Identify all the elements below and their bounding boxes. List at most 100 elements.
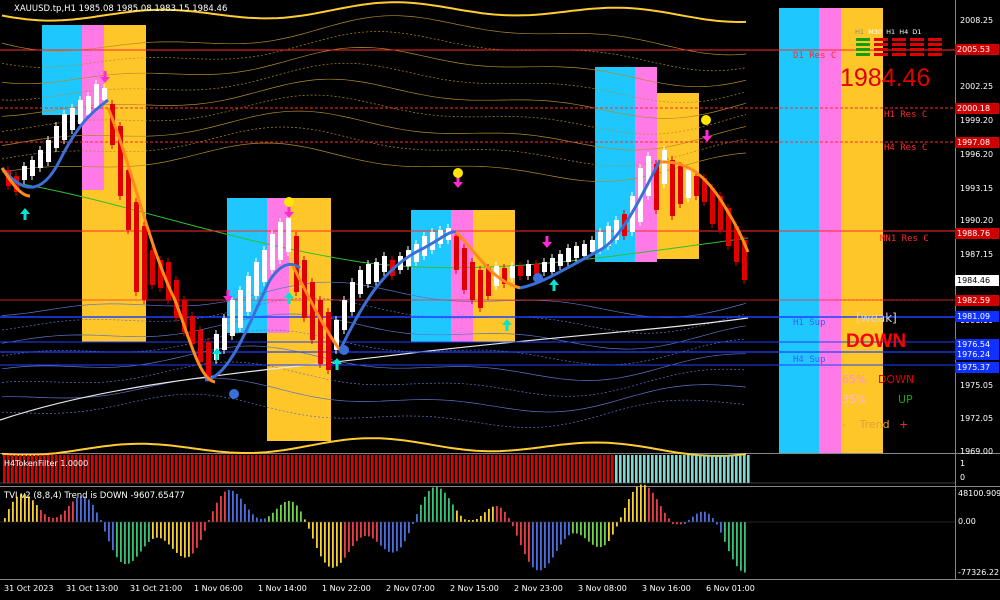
tvi-bar [180, 522, 182, 557]
tvi-bar [540, 522, 542, 571]
tvi-bar [620, 517, 622, 522]
filter-bar [159, 455, 162, 483]
price-tag: 1988.76 [955, 228, 999, 239]
tvi-bar [280, 504, 282, 522]
filter-bar [355, 455, 358, 483]
panel-separator [0, 453, 1000, 454]
filter-bar [167, 455, 170, 483]
tvi-bar [292, 501, 294, 522]
filter-bar [247, 455, 250, 483]
filter-bar [315, 455, 318, 483]
tvi-bar [192, 522, 194, 554]
filter-bar [707, 455, 710, 483]
candle-body [246, 276, 251, 312]
candle-body [606, 226, 611, 246]
tvi-bar [456, 510, 458, 522]
tvi-bar [208, 520, 210, 522]
price-scale-label: 1996.20 [960, 150, 994, 159]
candle-body [518, 266, 523, 276]
filter-bar [323, 455, 326, 483]
tvi-bar [416, 514, 418, 522]
tvi-bar [700, 511, 702, 522]
tvi-bar [680, 522, 682, 525]
filter-bar [511, 455, 514, 483]
filter-bar [71, 455, 74, 483]
filter-bar [23, 455, 26, 483]
tf-signal-bar [910, 53, 924, 56]
candle-body [254, 262, 259, 296]
filter-bar [539, 455, 542, 483]
filter-bar [499, 455, 502, 483]
level-mn1-res: MN1 Res C [880, 234, 929, 244]
tvi-bar [396, 522, 398, 552]
filter-bar [215, 455, 218, 483]
filter-bar [35, 455, 38, 483]
time-axis-label: 1 Nov 22:00 [322, 584, 371, 593]
filter-bar [667, 455, 670, 483]
tvi-bar [268, 516, 270, 522]
candle-body [126, 170, 131, 230]
tvi-bar [8, 509, 10, 522]
tvi-bar [428, 490, 430, 522]
tvi-bar [552, 522, 554, 558]
tvi-bar [360, 522, 362, 538]
filter-bar [647, 455, 650, 483]
price-tag: 2005.53 [955, 44, 999, 55]
sell-arrow-icon [702, 130, 712, 142]
tvi-bar [568, 522, 570, 536]
time-axis-label: 2 Nov 07:00 [386, 584, 435, 593]
envelope-line [1, 377, 747, 413]
price-scale-label: 1999.20 [960, 116, 994, 125]
filter-bar [387, 455, 390, 483]
tvi-bar [188, 522, 190, 557]
down-label: DOWN [877, 373, 915, 386]
level-d1-res: D1 Res C [793, 51, 837, 61]
filter-bar [547, 455, 550, 483]
filter-bar [183, 455, 186, 483]
green-ma-line [9, 181, 749, 269]
time-axis-label: 3 Nov 16:00 [642, 584, 691, 593]
tvi-bar [564, 522, 566, 540]
filter-bar [683, 455, 686, 483]
tvi-bar [32, 500, 34, 522]
filter-bar [551, 455, 554, 483]
tvi-bar [656, 499, 658, 522]
tvi-bar [520, 522, 522, 546]
panel-separator [0, 579, 1000, 580]
filter-bar [91, 455, 94, 483]
filter-bar [715, 455, 718, 483]
filter-bar [43, 455, 46, 483]
tf-labels: H1 M30 H1 H4 D1 [855, 28, 922, 36]
tvi-bar [392, 522, 394, 553]
tvi-bar [608, 522, 610, 542]
tvi-bar [296, 505, 298, 522]
tvi-bar [92, 504, 94, 522]
tvi-bar [616, 522, 618, 527]
tvi-bar [744, 522, 746, 573]
filter-bar [15, 455, 18, 483]
tf-signal-bar [856, 53, 870, 56]
tf-signal-bar [856, 48, 870, 51]
tvi-bar [384, 522, 386, 550]
filter-bar [347, 455, 350, 483]
tvi-bar [660, 506, 662, 522]
filter-bar [59, 455, 62, 483]
filter-bar [555, 455, 558, 483]
tvi-bar [288, 500, 290, 522]
candle-body [278, 222, 283, 260]
tvi-bar [728, 522, 730, 551]
filter-bar [403, 455, 406, 483]
filter-bar [611, 455, 614, 483]
filter-bar [411, 455, 414, 483]
tvi-bar [40, 509, 42, 522]
tvi-bar [256, 517, 258, 522]
filter-bar [123, 455, 126, 483]
tf-signal-bar [874, 48, 888, 51]
filter-bar [443, 455, 446, 483]
tvi-bar [388, 522, 390, 552]
filter-bar [727, 455, 730, 483]
filter-bar [479, 455, 482, 483]
tvi-bar [664, 512, 666, 522]
tvi-scale-top: 48100.909 [958, 489, 1000, 498]
